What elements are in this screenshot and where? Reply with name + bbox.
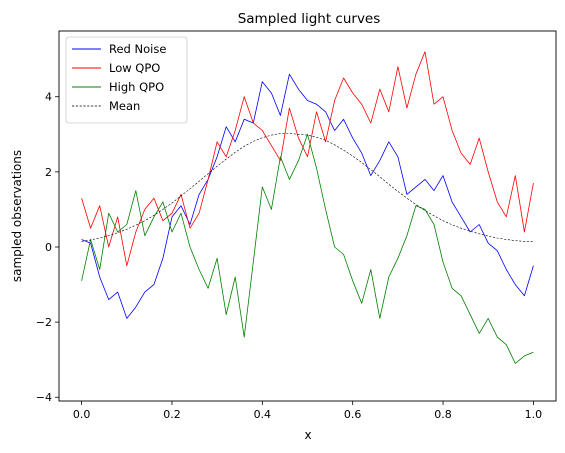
series-line-low-qpo <box>81 51 534 267</box>
y-tick-label: −2 <box>36 316 52 329</box>
y-axis-label: sampled observations <box>10 150 24 282</box>
x-tick-label: 0.4 <box>254 408 272 421</box>
y-tick-label: 2 <box>45 166 52 179</box>
plot-frame <box>58 30 557 402</box>
legend-label: Red Noise <box>109 42 166 56</box>
legend-label: High QPO <box>109 80 164 94</box>
y-tick-label: 4 <box>45 91 52 104</box>
legend-box <box>65 36 188 124</box>
legend-label: Mean <box>109 99 140 113</box>
y-tick-label: 0 <box>45 241 52 254</box>
x-tick-label: 0.0 <box>73 408 91 421</box>
x-tick-label: 0.2 <box>163 408 181 421</box>
x-axis-label: x <box>304 428 311 442</box>
ticks-layer: 0.0 0.2 0.4 0.6 0.8 1.0 −4 −2 0 2 4 <box>36 91 542 421</box>
y-tick-label: −4 <box>36 391 52 404</box>
x-tick-label: 0.8 <box>434 408 452 421</box>
legend: Red Noise Low QPO High QPO Mean <box>65 36 188 124</box>
series-line-mean <box>81 133 534 242</box>
x-tick-label: 0.6 <box>344 408 362 421</box>
series-line-red-noise <box>81 73 534 319</box>
series-line-high-qpo <box>81 133 534 364</box>
legend-label: Low QPO <box>109 61 160 75</box>
chart-title: Sampled light curves <box>238 11 381 27</box>
x-tick-label: 1.0 <box>525 408 543 421</box>
series-layer <box>81 51 534 364</box>
